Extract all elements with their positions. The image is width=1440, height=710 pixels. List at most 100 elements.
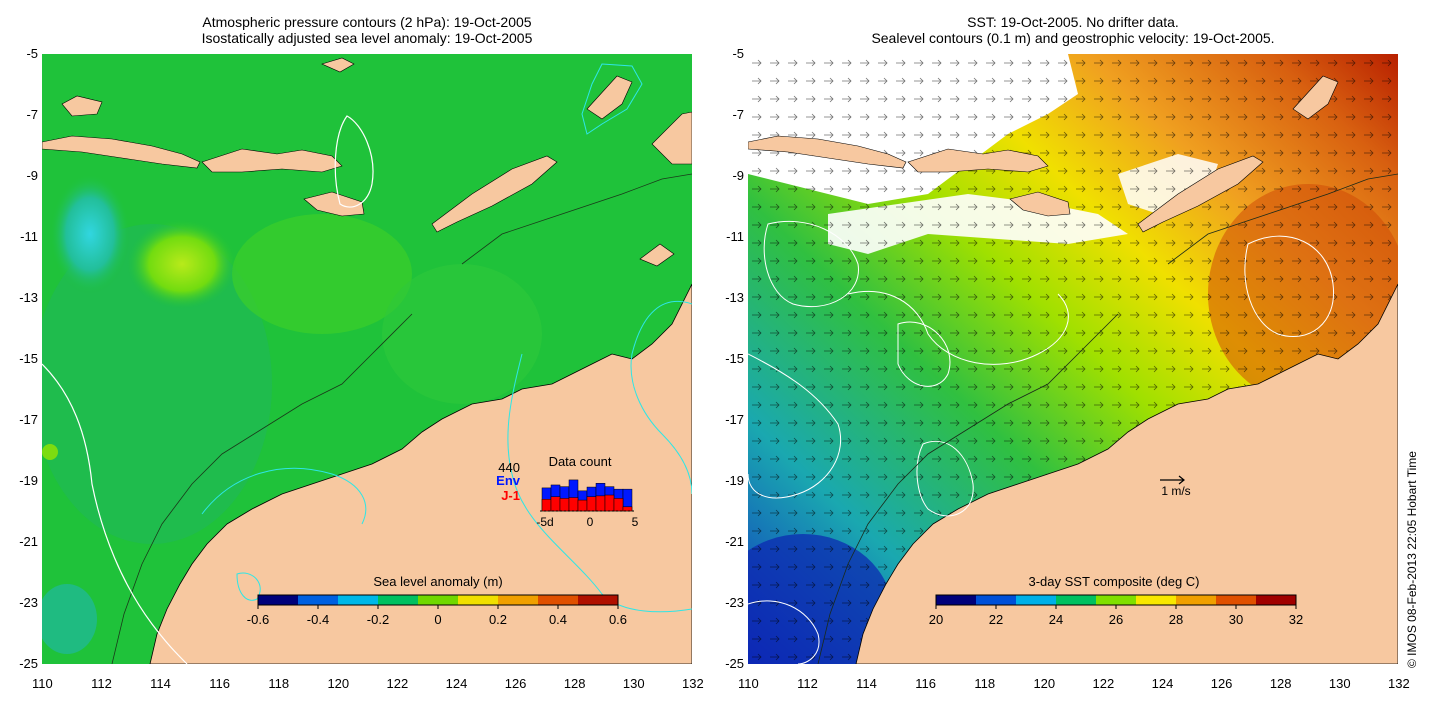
- land-timor: [431, 155, 558, 233]
- right-y-tick--19: -19: [725, 473, 744, 488]
- left-x-tick-120: 120: [327, 676, 350, 691]
- sealevel-contour-4: [916, 440, 974, 517]
- right-colorbar-tick-label: 24: [1049, 612, 1063, 627]
- right-x-tick-128: 128: [1269, 676, 1292, 691]
- anomaly-contour-cyan-4: [507, 353, 692, 613]
- left-title-line1: Atmospheric pressure contours (2 hPa): 1…: [202, 14, 532, 30]
- left-colorbar-tick-label: -0.2: [367, 612, 389, 627]
- left-x-tick-124: 124: [445, 676, 468, 691]
- left-colorbar-segment: [578, 595, 619, 605]
- right-x-tick-132: 132: [1388, 676, 1410, 691]
- inset-env-label: Env: [496, 473, 521, 488]
- anomaly-high-cyan: [50, 174, 130, 294]
- left-x-tick-116: 116: [209, 676, 230, 691]
- right-colorbar-segment: [1056, 595, 1097, 605]
- velocity-scale-arrow: [1160, 475, 1185, 485]
- sealevel-contour-1: [763, 220, 859, 308]
- land-java-sumbawa: [42, 135, 201, 169]
- left-colorbar-tick-label: 0: [434, 612, 441, 627]
- inset-j1-bar: [559, 498, 570, 512]
- sealevel-contour-2: [748, 353, 842, 499]
- inset-j1-bar: [568, 497, 579, 512]
- left-y-tick--13: -13: [19, 290, 38, 305]
- right-colorbar-tick-label: 28: [1169, 612, 1183, 627]
- left-colorbar-tick-label: 0.6: [609, 612, 627, 627]
- sealevel-contour-6: [748, 600, 820, 664]
- inset-j1-bar: [595, 495, 606, 512]
- left-y-tick--7: -7: [26, 107, 38, 122]
- left-colorbar-segment: [258, 595, 299, 605]
- inset-j1-bar: [550, 496, 561, 512]
- anomaly-contour-cyan-3: [201, 467, 367, 525]
- land-island-top: [321, 57, 355, 73]
- left-y-tick--17: -17: [19, 412, 38, 427]
- right-colorbar-tick-label: 32: [1289, 612, 1303, 627]
- inset-xtick-left: -5d: [536, 515, 553, 529]
- right-y-tick--5: -5: [732, 46, 744, 61]
- anomaly-patch-5: [42, 444, 58, 460]
- right-x-tick-110: 110: [738, 676, 759, 691]
- right-colorbar-segment: [1136, 595, 1177, 605]
- left-x-tick-118: 118: [268, 676, 290, 691]
- left-y-tick--21: -21: [19, 534, 38, 549]
- inset-xtick-mid: 0: [587, 515, 594, 529]
- left-title-line2: Isostatically adjusted sea level anomaly…: [201, 30, 533, 46]
- land-island-northeast: [586, 75, 633, 120]
- right-colorbar-tick-label: 20: [929, 612, 943, 627]
- left-y-tick--23: -23: [19, 595, 38, 610]
- right-map-panel: 1 m/s 3-day SST composite (deg C) 20 22 24…: [748, 54, 1398, 664]
- right-colorbar: 20 22 24 26 28 30 32: [929, 594, 1303, 627]
- right-colorbar-segment: [1016, 595, 1057, 605]
- anomaly-contour-cyan-2: [630, 300, 692, 495]
- right-colorbar-tick-label: 30: [1229, 612, 1243, 627]
- velocity-scale-label: 1 m/s: [1161, 484, 1190, 498]
- right-y-tick--25: -25: [725, 656, 744, 671]
- left-colorbar-tick-label: 0.4: [549, 612, 567, 627]
- right-x-tick-112: 112: [797, 676, 818, 691]
- right-colorbar-segment: [1216, 595, 1257, 605]
- land-island-east: [651, 111, 692, 165]
- left-colorbar-segment: [458, 595, 499, 605]
- left-y-tick--25: -25: [19, 656, 38, 671]
- shelf-contour: [111, 173, 692, 664]
- sealevel-contour-5: [1244, 235, 1335, 338]
- land-australia: [149, 283, 692, 664]
- left-colorbar-tick-label: 0.2: [489, 612, 507, 627]
- land-island-west: [61, 95, 103, 117]
- right-colorbar-tick-label: 26: [1109, 612, 1123, 627]
- right-y-tick--15: -15: [725, 351, 744, 366]
- land-timor-r: [1137, 155, 1264, 233]
- land-australia-r: [855, 283, 1398, 664]
- velocity-scale: 1 m/s: [1160, 475, 1191, 498]
- land-sumba-r: [1009, 191, 1071, 217]
- land-sumba: [303, 191, 365, 217]
- right-title-line2: Sealevel contours (0.1 m) and geostrophi…: [871, 30, 1275, 46]
- sealevel-contour-3: [897, 321, 951, 387]
- right-colorbar-segment: [1096, 595, 1137, 605]
- left-colorbar-segment: [538, 595, 579, 605]
- left-map-svg: Sea level anomaly (m) -0.6 -0.4 -0.2 0 0.2 0.…: [42, 54, 692, 664]
- left-colorbar-segment: [298, 595, 339, 605]
- anomaly-patch-1: [42, 224, 272, 544]
- sealevel-contour-7: [847, 290, 1069, 365]
- data-count-inset: 440 Env J-1 Data count -5d 0 5: [496, 454, 639, 529]
- inset-j1-bar: [613, 498, 624, 512]
- right-title-line1: SST: 19-Oct-2005. No drifter data.: [967, 14, 1179, 30]
- right-x-tick-116: 116: [915, 676, 936, 691]
- right-colorbar-segment: [936, 595, 977, 605]
- anomaly-contour-cyan-5: [236, 572, 261, 601]
- left-x-tick-130: 130: [622, 676, 645, 691]
- right-map-svg: 1 m/s 3-day SST composite (deg C) 20 22 24…: [748, 54, 1398, 664]
- right-panel-title: SST: 19-Oct-2005. No drifter data. Seale…: [748, 14, 1398, 46]
- left-x-tick-128: 128: [563, 676, 586, 691]
- anomaly-contour-cyan-1: [581, 63, 643, 135]
- right-y-tick--11: -11: [726, 229, 744, 244]
- left-panel-title: Atmospheric pressure contours (2 hPa): 1…: [42, 14, 692, 46]
- inset-j1-bar: [586, 496, 597, 512]
- left-y-tick--19: -19: [19, 473, 38, 488]
- left-y-tick--15: -15: [19, 351, 38, 366]
- land-flores-r: [907, 148, 1049, 173]
- right-y-tick--23: -23: [725, 595, 744, 610]
- right-y-tick--17: -17: [725, 412, 744, 427]
- inset-bars: [541, 479, 633, 512]
